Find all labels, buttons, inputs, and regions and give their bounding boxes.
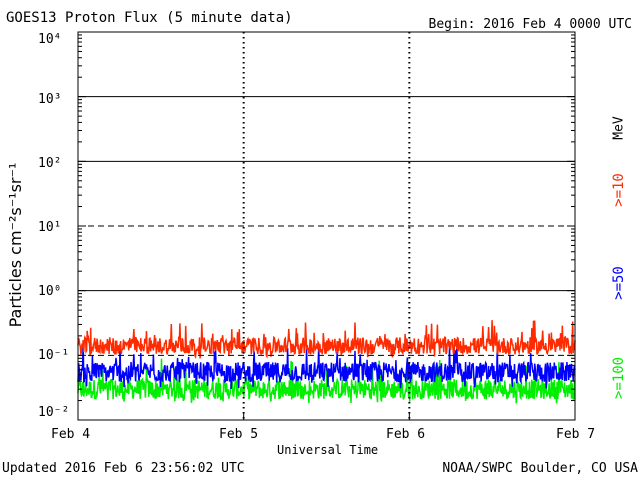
unit-label: MeV — [611, 116, 627, 140]
y-tick-label: 10³ — [38, 92, 62, 107]
x-tick-label: Feb 4 — [51, 427, 91, 442]
x-tick-label: Feb 6 — [386, 427, 426, 442]
x-tick-label: Feb 5 — [219, 427, 259, 442]
y-tick-label: 10⁻¹ — [38, 348, 70, 363]
credit-label: NOAA/SWPC Boulder, CO USA — [442, 461, 638, 476]
legend-ge10: >=10 — [611, 173, 627, 207]
y-tick-marks — [77, 34, 576, 421]
begin-time-label: Begin: 2016 Feb 4 0000 UTC — [428, 17, 633, 32]
series-line-100 — [77, 358, 576, 404]
x-axis-label: Universal Time — [277, 443, 379, 457]
series-line-50 — [77, 344, 576, 390]
chart-title: GOES13 Proton Flux (5 minute data) — [6, 10, 293, 26]
legend-ge100: >=100 — [611, 356, 627, 400]
x-tick-label: Feb 7 — [556, 427, 596, 442]
y-tick-label: 10² — [38, 156, 62, 171]
reference-lines — [78, 96, 575, 356]
y-tick-label: 10⁴ — [38, 32, 62, 47]
y-axis-label: Particles cm⁻²s⁻¹sr⁻¹ — [6, 162, 25, 328]
legend-ge50: >=50 — [611, 266, 627, 300]
y-tick-label: 10⁻² — [38, 405, 70, 420]
updated-timestamp: Updated 2016 Feb 6 23:56:02 UTC — [2, 461, 245, 476]
y-tick-label: 10¹ — [38, 220, 62, 235]
y-tick-label: 10⁰ — [38, 284, 62, 299]
series-line-10 — [77, 320, 576, 360]
data-series-group — [77, 320, 576, 404]
